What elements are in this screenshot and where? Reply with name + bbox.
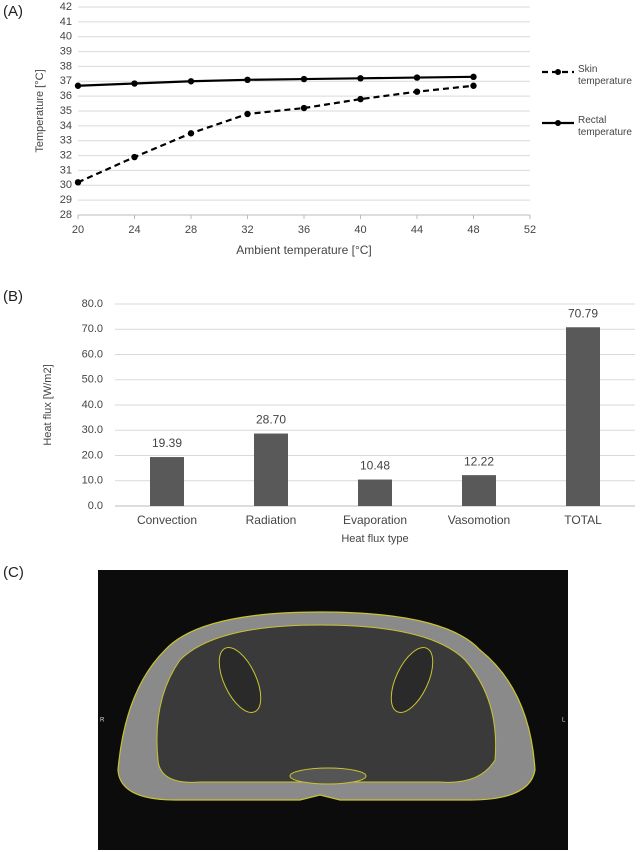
data-point (187, 78, 195, 85)
x-tick-label: 48 (467, 224, 479, 236)
data-point (357, 95, 364, 103)
y-axis-title: Temperature [°C] (34, 69, 46, 152)
x-tick-label: TOTAL (564, 513, 602, 527)
y-tick-label: 70.0 (82, 323, 103, 335)
y-tick-label: 10.0 (82, 475, 103, 487)
mri-image: R L (98, 570, 568, 850)
legend-swatch-dot (555, 69, 561, 75)
data-point (244, 76, 251, 84)
y-tick-label: 40 (60, 31, 72, 43)
y-tick-label: 34 (60, 120, 72, 132)
x-tick-label: Evaporation (343, 513, 407, 527)
panel-label: (A) (3, 3, 23, 20)
data-point (357, 75, 364, 82)
y-tick-label: 32 (60, 149, 72, 161)
y-tick-label: 80.0 (82, 298, 103, 310)
y-tick-label: 41 (60, 16, 72, 28)
y-tick-label: 28 (60, 209, 72, 221)
data-point (470, 82, 477, 89)
legend-label: Skin temperature (578, 64, 632, 87)
muscle-outline (390, 647, 434, 713)
y-tick-label: 39 (60, 45, 72, 57)
legend-label: Rectal temperature (578, 115, 632, 138)
y-tick-label: 0.0 (88, 500, 103, 512)
x-tick-label: 28 (185, 224, 197, 236)
x-tick-label: Vasomotion (448, 513, 510, 527)
y-tick-label: 60.0 (82, 348, 103, 360)
panel-label: (B) (3, 288, 23, 305)
y-tick-label: 33 (60, 135, 72, 147)
series-line (77, 84, 474, 184)
data-point (74, 179, 82, 186)
data-point (131, 153, 138, 161)
x-tick-label: 20 (72, 224, 84, 236)
y-tick-label: 42 (60, 1, 72, 13)
x-axis-title: Ambient temperature [°C] (236, 243, 372, 257)
bar (462, 475, 496, 506)
y-tick-label: 30.0 (82, 424, 103, 436)
x-tick-label: 24 (128, 224, 140, 236)
data-point (131, 80, 138, 87)
x-tick-label: 52 (524, 224, 536, 236)
y-tick-label: 20.0 (82, 449, 103, 461)
y-tick-label: 30 (60, 179, 72, 191)
x-tick-label: 44 (411, 224, 423, 236)
value-label: 28.70 (256, 413, 286, 427)
x-axis-title: Heat flux type (341, 533, 408, 545)
y-tick-label: 35 (60, 105, 72, 117)
data-point (470, 73, 477, 81)
bar (254, 433, 288, 506)
data-point (300, 75, 308, 83)
x-tick-label: 32 (241, 224, 253, 236)
x-tick-label: 40 (354, 224, 366, 236)
data-point (413, 88, 421, 95)
inner-outline (156, 624, 497, 783)
image-marker: L (562, 718, 566, 724)
x-tick-label: Radiation (246, 513, 297, 527)
data-point (413, 74, 421, 81)
bone-outline (289, 767, 367, 785)
bar (358, 479, 392, 506)
y-tick-label: 36 (60, 90, 72, 102)
data-point (187, 130, 195, 137)
y-tick-label: 37 (60, 75, 72, 87)
y-tick-label: 50.0 (82, 374, 103, 386)
data-point (74, 82, 82, 89)
image-marker: R (100, 718, 105, 724)
value-label: 12.22 (464, 454, 494, 468)
legend-swatch-dot (555, 120, 561, 126)
y-axis-title: Heat flux [W/m2] (42, 364, 54, 445)
muscle-outline (218, 647, 262, 713)
data-point (300, 104, 308, 112)
series-line (77, 75, 474, 87)
x-tick-label: Convection (137, 513, 197, 527)
y-tick-label: 31 (60, 164, 72, 176)
y-tick-label: 29 (60, 194, 72, 206)
y-tick-label: 38 (60, 60, 72, 72)
data-point (244, 110, 251, 118)
x-tick-label: 36 (298, 224, 310, 236)
panel-label: (C) (3, 564, 24, 581)
bar (566, 327, 600, 506)
value-label: 70.79 (568, 306, 598, 320)
value-label: 10.48 (360, 459, 390, 473)
value-label: 19.39 (152, 436, 182, 450)
bar (150, 457, 184, 506)
y-tick-label: 40.0 (82, 399, 103, 411)
